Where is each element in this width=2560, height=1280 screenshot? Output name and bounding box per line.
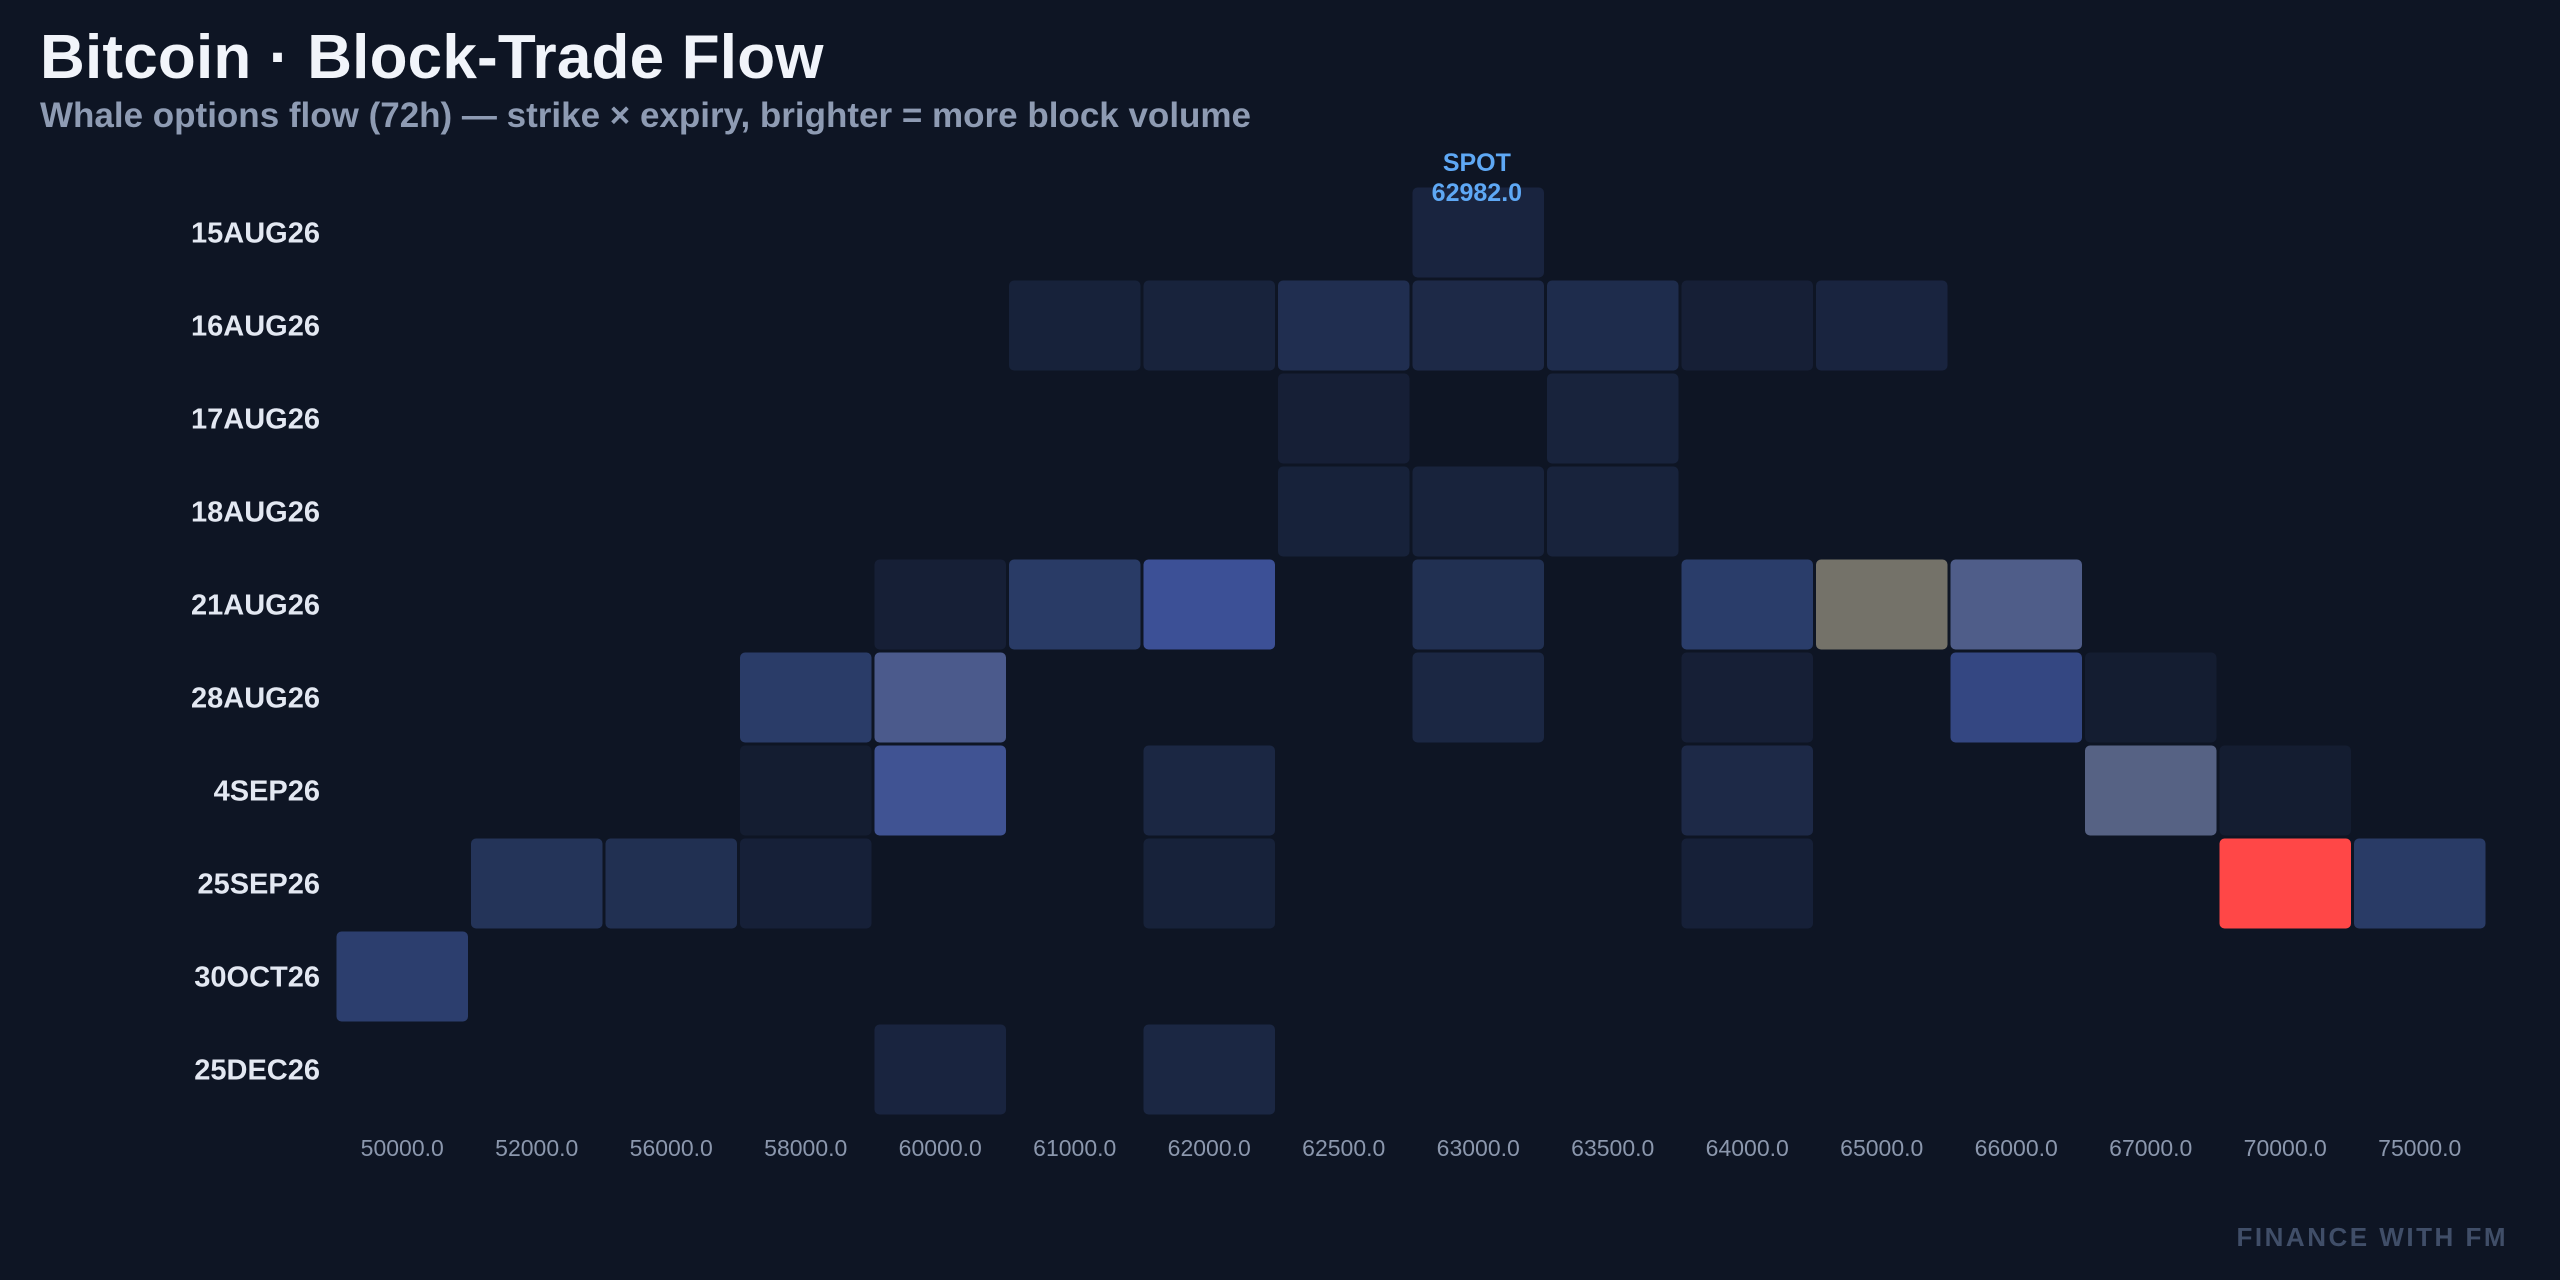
heatmap-cell-28aug26-66000 xyxy=(1950,652,2082,743)
y-tick-label: 16AUG26 xyxy=(191,311,320,343)
y-tick-label: 28AUG26 xyxy=(191,683,320,715)
x-tick-label: 50000.0 xyxy=(361,1135,444,1161)
heatmap-cell-17aug26-62500 xyxy=(1278,373,1410,464)
heatmap-cell-28aug26-60000 xyxy=(874,652,1006,743)
heatmap-cell-4sep26-62000 xyxy=(1143,745,1275,836)
x-tick-label: 66000.0 xyxy=(1975,1135,2058,1161)
y-tick-label: 25DEC26 xyxy=(194,1055,320,1087)
y-tick-label: 17AUG26 xyxy=(191,404,320,436)
heatmap-cell-25sep26-62000 xyxy=(1143,838,1275,929)
heatmap-cell-16aug26-62500 xyxy=(1278,280,1410,371)
heatmap-cell-21aug26-66000 xyxy=(1950,559,2082,650)
heatmap-cell-25dec26-62000 xyxy=(1143,1024,1275,1115)
heatmap-cell-16aug26-61000 xyxy=(1009,280,1141,371)
chart-title: Bitcoin · Block-Trade Flow xyxy=(40,23,824,92)
x-tick-label: 62500.0 xyxy=(1302,1135,1385,1161)
heatmap-cell-25sep26-75000 xyxy=(2354,838,2486,929)
heatmap-cell-17aug26-63500 xyxy=(1547,373,1679,464)
y-tick-label: 4SEP26 xyxy=(214,776,320,808)
heatmap-cell-4sep26-60000 xyxy=(874,745,1006,836)
x-tick-label: 60000.0 xyxy=(899,1135,982,1161)
spot-marker: SPOT 62982.0 xyxy=(1432,149,1522,1118)
heatmap-cell-25sep26-70000 xyxy=(2219,838,2351,929)
heatmap-cell-4sep26-70000 xyxy=(2219,745,2351,836)
heatmap-cell-25sep26-58000 xyxy=(740,838,872,929)
heatmap-cell-16aug26-65000 xyxy=(1816,280,1948,371)
x-axis-labels: 50000.0 52000.0 56000.0 58000.0 60000.0 61000… xyxy=(361,1135,2462,1161)
x-tick-label: 75000.0 xyxy=(2378,1135,2461,1161)
y-tick-label: 18AUG26 xyxy=(191,497,320,529)
x-tick-label: 64000.0 xyxy=(1706,1135,1789,1161)
heatmap-cell-21aug26-65000 xyxy=(1816,559,1948,650)
heatmap-cell-25sep26-64000 xyxy=(1681,838,1813,929)
heatmap-cell-30oct26-50000 xyxy=(336,931,468,1022)
heatmap-cell-18aug26-62500 xyxy=(1278,466,1410,557)
heatmap-cell-21aug26-60000 xyxy=(874,559,1006,650)
heatmap-cell-28aug26-67000 xyxy=(2085,652,2217,743)
heatmap-cell-25dec26-60000 xyxy=(874,1024,1006,1115)
heatmap-cell-16aug26-63500 xyxy=(1547,280,1679,371)
x-tick-label: 61000.0 xyxy=(1033,1135,1116,1161)
heatmap-cell-21aug26-61000 xyxy=(1009,559,1141,650)
y-tick-label: 25SEP26 xyxy=(197,869,320,901)
x-tick-label: 67000.0 xyxy=(2109,1135,2192,1161)
heatmap-cell-21aug26-64000 xyxy=(1681,559,1813,650)
x-tick-label: 63000.0 xyxy=(1437,1135,1520,1161)
heatmap-cell-16aug26-64000 xyxy=(1681,280,1813,371)
spot-label: SPOT xyxy=(1443,149,1511,177)
heatmap-cell-21aug26-62000 xyxy=(1143,559,1275,650)
heatmap-cell-25sep26-56000 xyxy=(605,838,737,929)
chart-subtitle: Whale options flow (72h) — strike × expi… xyxy=(40,96,1252,135)
heatmap-cells xyxy=(336,187,2486,1115)
heatmap-cell-4sep26-64000 xyxy=(1681,745,1813,836)
x-tick-label: 62000.0 xyxy=(1168,1135,1251,1161)
y-tick-label: 15AUG26 xyxy=(191,218,320,250)
heatmap-cell-4sep26-58000 xyxy=(740,745,872,836)
x-tick-label: 58000.0 xyxy=(764,1135,847,1161)
y-tick-label: 30OCT26 xyxy=(194,962,320,994)
y-tick-label: 21AUG26 xyxy=(191,590,320,622)
spot-value: 62982.0 xyxy=(1432,179,1522,207)
x-tick-label: 56000.0 xyxy=(630,1135,713,1161)
watermark: FINANCE WITH FM xyxy=(2236,1222,2508,1252)
x-tick-label: 63500.0 xyxy=(1571,1135,1654,1161)
heatmap-cell-28aug26-64000 xyxy=(1681,652,1813,743)
heatmap-cell-16aug26-62000 xyxy=(1143,280,1275,371)
x-tick-label: 52000.0 xyxy=(495,1135,578,1161)
x-tick-label: 65000.0 xyxy=(1840,1135,1923,1161)
heatmap-cell-25sep26-52000 xyxy=(471,838,603,929)
heatmap-cell-4sep26-67000 xyxy=(2085,745,2217,836)
heatmap-cell-18aug26-63500 xyxy=(1547,466,1679,557)
heatmap-cell-28aug26-58000 xyxy=(740,652,872,743)
x-tick-label: 70000.0 xyxy=(2244,1135,2327,1161)
y-axis-labels: 15AUG26 16AUG26 17AUG26 18AUG26 21AUG26 28AUG… xyxy=(191,218,320,1087)
